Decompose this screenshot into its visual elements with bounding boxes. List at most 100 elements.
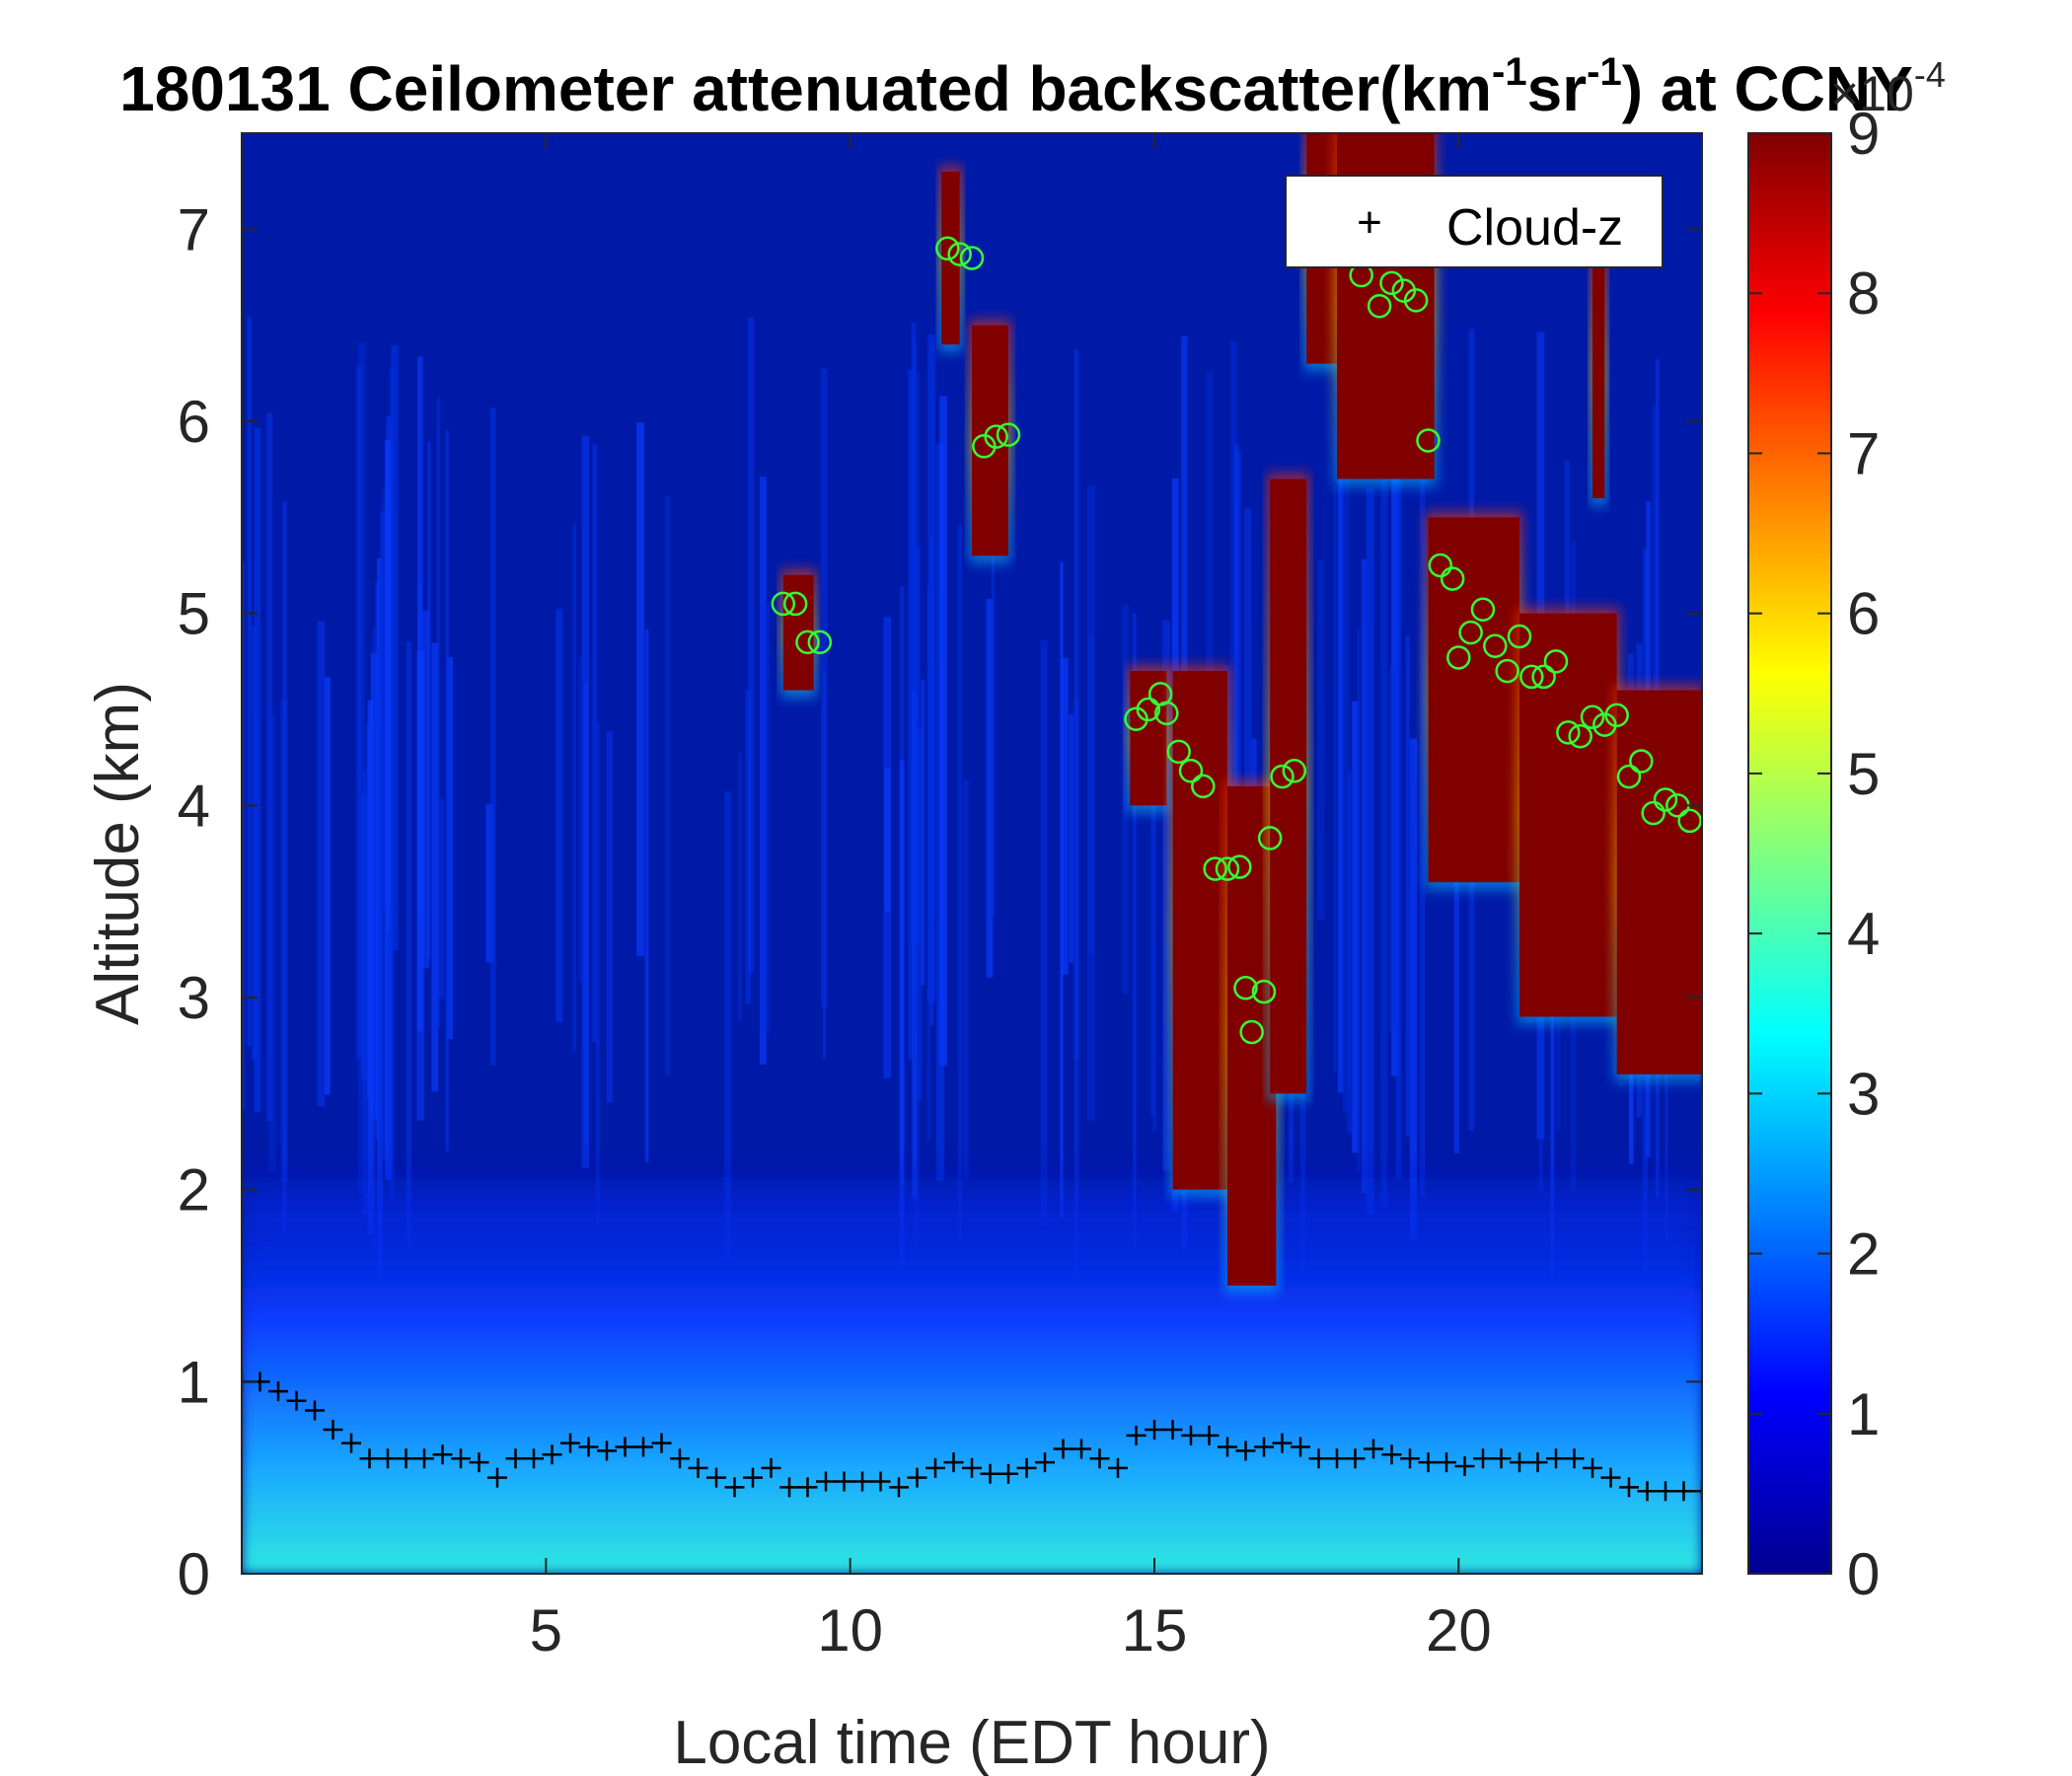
cloud-base-marker xyxy=(1556,720,1581,745)
cloud-z-marker xyxy=(1473,1448,1493,1469)
cloud-z-marker xyxy=(378,1448,398,1469)
y-tick-label: 6 xyxy=(178,389,210,455)
colorbar-gradient xyxy=(1747,132,1832,1575)
texture-streak xyxy=(317,621,326,1107)
cloud-base-marker xyxy=(1458,620,1483,645)
texture-streak xyxy=(1652,407,1657,928)
cloud-z-marker xyxy=(962,1457,982,1478)
cloud-base-marker xyxy=(1629,749,1654,774)
cloud-layers xyxy=(779,133,1702,1294)
texture-streak xyxy=(267,713,276,1173)
cloud-base-marker xyxy=(1282,759,1307,783)
cloud-z-series xyxy=(242,1371,1702,1502)
cloud-z-marker xyxy=(761,1457,781,1478)
colorbar-tick-label: 8 xyxy=(1847,260,1880,327)
texture-streak xyxy=(416,650,424,1121)
colorbar-tick-label: 2 xyxy=(1847,1221,1880,1288)
texture-streak xyxy=(760,477,767,1065)
texture-streak xyxy=(1342,343,1351,1113)
texture-streak xyxy=(254,427,261,1113)
texture-streak xyxy=(1380,459,1388,1209)
cloud-base-marker xyxy=(1379,270,1404,296)
texture-streak xyxy=(1069,713,1073,964)
texture-streak xyxy=(991,353,995,916)
cloud-z-marker xyxy=(597,1441,617,1461)
cloud-base-marker xyxy=(1677,808,1702,834)
cloud-z-marker xyxy=(1053,1439,1073,1459)
texture-streak xyxy=(581,435,590,1169)
texture-streak xyxy=(606,731,613,1103)
y-axis-label: Altitude (km) xyxy=(84,682,152,1025)
texture-streak xyxy=(572,523,577,1052)
cloud-base-marker xyxy=(1154,701,1179,726)
cloud-z-marker xyxy=(688,1457,708,1478)
texture-streak xyxy=(584,682,589,1144)
cloud-base-marker xyxy=(959,246,985,270)
texture-streak xyxy=(377,557,383,1275)
cloud-base-marker xyxy=(935,236,960,261)
texture-streak xyxy=(386,416,392,930)
cloud-base-marker xyxy=(1519,664,1544,690)
cloud-z-marker xyxy=(323,1420,343,1440)
cloud-z-marker xyxy=(469,1452,489,1473)
y-tick-label: 1 xyxy=(178,1349,210,1415)
cloud-z-marker xyxy=(1418,1452,1439,1473)
cloud-region xyxy=(1172,671,1227,1190)
cloud-base-marker xyxy=(1543,649,1569,674)
texture-streak xyxy=(595,722,600,1229)
y-tick-label: 5 xyxy=(178,581,210,647)
cloud-region xyxy=(1519,613,1617,1017)
texture-streak xyxy=(1088,635,1095,955)
texture-streak xyxy=(1073,348,1079,1279)
cloud-z-marker xyxy=(1546,1448,1566,1469)
cloud-z-marker xyxy=(852,1471,872,1492)
cloud-base-marker xyxy=(1428,553,1453,578)
cloud-z-marker xyxy=(1673,1481,1694,1502)
x-tick-label: 15 xyxy=(1122,1597,1188,1664)
texture-streak xyxy=(357,342,366,1195)
cloud-z-marker xyxy=(1254,1437,1274,1457)
cloud-base-marker xyxy=(1403,288,1429,313)
texture-streak xyxy=(247,317,252,1047)
cloud-base-marker xyxy=(1233,976,1258,1000)
cloud-z-marker xyxy=(396,1448,416,1469)
texture-streak xyxy=(1229,340,1237,1216)
cloud-z-marker xyxy=(834,1471,854,1492)
cloud-z-marker xyxy=(943,1452,964,1473)
texture-streak xyxy=(362,771,368,1215)
texture-streak xyxy=(1133,613,1137,1253)
texture-streak xyxy=(422,610,430,969)
cloud-base-series xyxy=(771,236,1702,1045)
cloud-z-marker xyxy=(1692,1481,1702,1502)
texture-streak xyxy=(1234,444,1239,934)
cloud-z-marker xyxy=(651,1433,672,1453)
cloud-z-marker xyxy=(1089,1448,1110,1469)
texture-streak xyxy=(1361,558,1368,1194)
texture-streak xyxy=(745,690,752,1004)
texture-streak xyxy=(436,798,445,999)
colorbar-tick-label: 9 xyxy=(1847,101,1880,167)
x-tick-label: 20 xyxy=(1426,1597,1492,1664)
texture-streak xyxy=(380,510,386,1160)
texture-streak xyxy=(265,412,273,1122)
texture-streak xyxy=(823,670,827,1059)
texture-streak xyxy=(446,657,454,1040)
cloud-base-marker xyxy=(1440,566,1465,591)
legend-marker-plus: + xyxy=(1357,198,1382,247)
colorbar-tick-label: 0 xyxy=(1847,1541,1880,1607)
cloud-base-marker xyxy=(1227,854,1252,879)
texture-streak xyxy=(1366,487,1374,1214)
texture-streak xyxy=(908,369,914,1061)
x-tick-label: 5 xyxy=(530,1597,562,1664)
texture-streak xyxy=(436,398,440,1029)
texture-streak xyxy=(1150,678,1155,1115)
texture-streak xyxy=(1337,414,1344,1093)
cloud-z-marker xyxy=(560,1433,580,1453)
backscatter-heatmap xyxy=(242,133,1702,1574)
texture-streak xyxy=(939,396,947,1067)
cloud-z-marker xyxy=(907,1467,927,1488)
cloud-base-marker xyxy=(1616,764,1642,789)
cloud-z-marker xyxy=(1126,1425,1147,1445)
texture-streak xyxy=(927,659,935,922)
cloud-z-marker xyxy=(305,1400,325,1421)
